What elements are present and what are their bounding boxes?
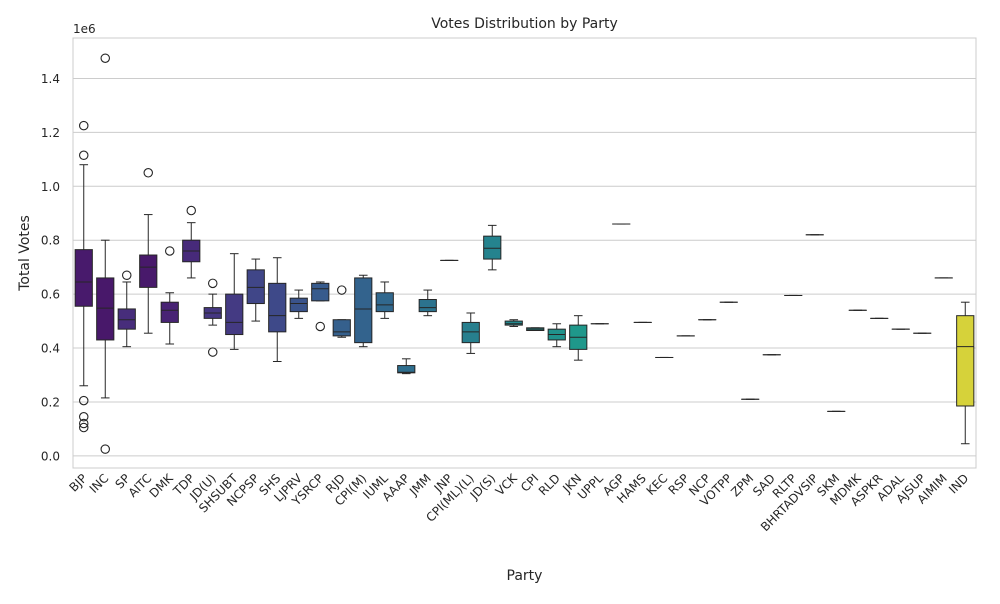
box-body bbox=[312, 283, 329, 301]
y-offset-label: 1e6 bbox=[73, 22, 96, 36]
box-body bbox=[226, 294, 243, 334]
box-body bbox=[97, 278, 114, 340]
box-body bbox=[419, 300, 436, 312]
y-tick-label: 0.4 bbox=[41, 342, 60, 356]
y-tick-label: 1.2 bbox=[41, 126, 60, 140]
box-body bbox=[75, 250, 92, 307]
box-vck bbox=[505, 320, 522, 327]
box-body bbox=[505, 321, 522, 325]
box-body bbox=[269, 283, 286, 332]
box-body bbox=[333, 320, 350, 336]
box-body bbox=[140, 255, 157, 287]
box-cpi bbox=[527, 328, 544, 331]
x-axis-label: Party bbox=[507, 568, 543, 584]
box-body bbox=[376, 293, 393, 312]
box-body bbox=[247, 270, 264, 304]
y-tick-label: 0.8 bbox=[41, 234, 60, 248]
box-body bbox=[290, 298, 307, 311]
y-tick-label: 1.4 bbox=[41, 72, 60, 86]
y-tick-label: 0.6 bbox=[41, 288, 60, 302]
chart-title: Votes Distribution by Party bbox=[431, 16, 618, 32]
box-body bbox=[118, 309, 135, 329]
box-body bbox=[484, 236, 501, 259]
y-tick-label: 1.0 bbox=[41, 180, 60, 194]
y-axis-label: Total Votes bbox=[17, 215, 33, 292]
box-body bbox=[957, 316, 974, 406]
box-body bbox=[161, 302, 178, 322]
box-body bbox=[462, 322, 479, 342]
box-cpi-m- bbox=[355, 275, 372, 346]
y-tick-label: 0.2 bbox=[41, 395, 60, 409]
y-tick-label: 0.0 bbox=[41, 449, 60, 463]
box-body bbox=[398, 366, 415, 373]
box-body bbox=[355, 278, 372, 343]
